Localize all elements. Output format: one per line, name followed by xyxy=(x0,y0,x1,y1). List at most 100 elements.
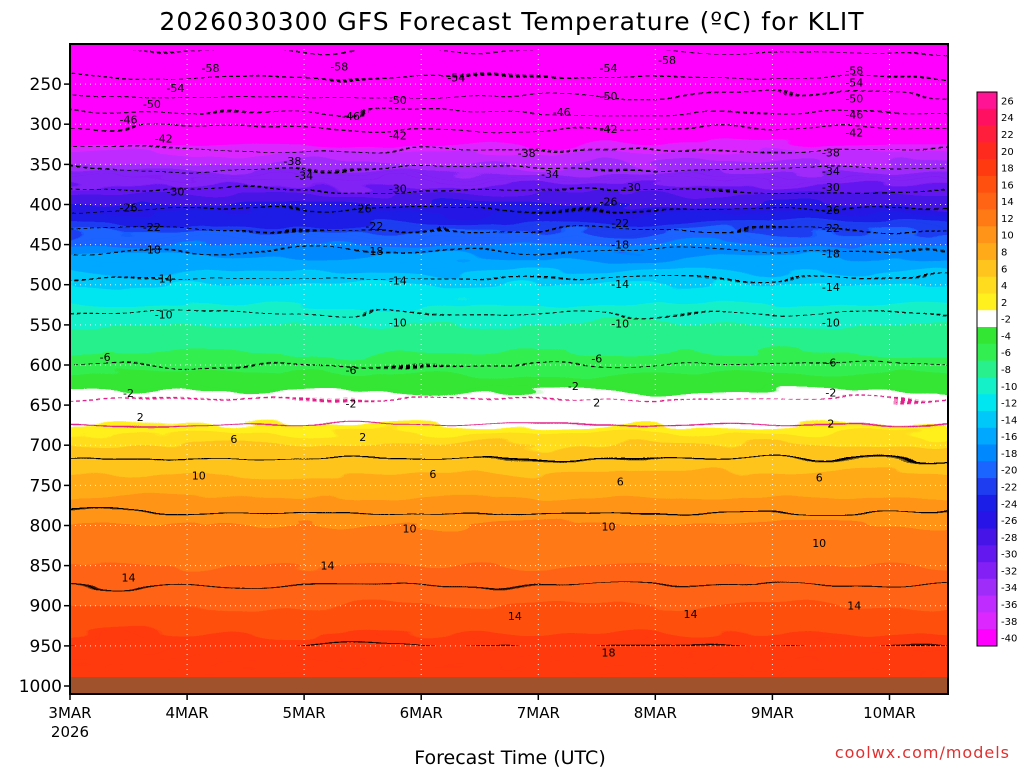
contour-label: -50 xyxy=(389,94,407,107)
field-band xyxy=(70,224,948,230)
grid-lines xyxy=(70,44,948,694)
colorbar-swatch xyxy=(977,360,997,378)
field-band xyxy=(70,525,948,531)
contour-label: 10 xyxy=(192,470,206,483)
contour-label: -46 xyxy=(120,113,138,126)
colorbar-tick-label: 16 xyxy=(1001,180,1014,191)
contour-label: 2 xyxy=(593,397,600,410)
field-band xyxy=(70,348,948,354)
colorbar-tick-label: -36 xyxy=(1001,600,1017,611)
field-band xyxy=(70,661,948,667)
field-band xyxy=(70,296,948,302)
y-tick-label: 650 xyxy=(30,396,62,416)
field-band xyxy=(70,453,948,458)
contour-label: 2 xyxy=(359,431,366,444)
contour-label: -58 xyxy=(658,54,676,67)
contour-label: -42 xyxy=(389,130,407,143)
field-band xyxy=(40,698,978,703)
contour-label: 14 xyxy=(684,608,698,621)
field-band xyxy=(70,437,948,442)
field-band xyxy=(70,637,948,643)
colorbar-swatch xyxy=(977,226,997,244)
contour-label: -26 xyxy=(600,195,618,208)
field-band xyxy=(70,80,948,85)
field-band xyxy=(70,573,948,579)
field-band xyxy=(70,268,948,274)
y-tick-label: 1000 xyxy=(19,677,62,697)
field-band xyxy=(70,336,948,342)
field-band xyxy=(70,284,948,290)
contour-lines xyxy=(70,50,948,647)
field-band xyxy=(70,92,948,97)
y-tick-label: 800 xyxy=(30,517,62,537)
contour-label: -18 xyxy=(365,245,383,258)
colorbar-swatch xyxy=(977,545,997,563)
field-band xyxy=(70,645,948,651)
field-band xyxy=(70,361,948,366)
field-band xyxy=(70,593,948,599)
field-band xyxy=(70,553,948,559)
contour-label: -58 xyxy=(845,65,863,78)
field-band xyxy=(70,517,948,523)
field-band xyxy=(70,533,948,539)
field-band xyxy=(70,244,948,250)
contour-label: 14 xyxy=(321,560,335,573)
plot-area: -58 -58 -58-58-54-54-54-54-50 -50 -50 -50-46-… xyxy=(40,44,978,703)
field-band xyxy=(70,144,948,149)
field-band xyxy=(70,136,948,141)
contour-label: -50 xyxy=(143,98,161,111)
field-band xyxy=(70,272,948,278)
field-band xyxy=(70,220,948,226)
colorbar-tick-label: -10 xyxy=(1001,382,1017,393)
colorbar-tick-label: 18 xyxy=(1001,164,1014,175)
field-band xyxy=(70,377,948,382)
contour-label: 14 xyxy=(508,610,522,623)
colorbar-tick-label: -14 xyxy=(1001,415,1017,426)
colorbar-swatch xyxy=(977,511,997,529)
field-band xyxy=(70,605,948,611)
contour-label: 6 xyxy=(230,433,237,446)
contour-label: -22 xyxy=(611,217,629,230)
colorbar: 26 24 22 20 18 16 14 12 10 8 6 4 2 -2 -4 -6 -8 -10 -12 -14 -… xyxy=(976,91,1017,647)
field-band xyxy=(70,609,948,615)
contour-label: -10 xyxy=(155,308,173,321)
colorbar-swatch xyxy=(977,108,997,127)
field-band xyxy=(70,501,948,506)
field-band xyxy=(70,168,948,173)
colorbar-tick-label: 2 xyxy=(1001,298,1007,309)
field-band xyxy=(70,549,948,555)
colorbar-tick-label: -16 xyxy=(1001,432,1017,443)
contour-label: -26 xyxy=(822,204,840,217)
field-band xyxy=(70,489,948,494)
contour-label: -34 xyxy=(822,165,840,178)
field-band xyxy=(70,68,948,73)
field-band xyxy=(70,433,948,438)
field-band xyxy=(70,140,948,145)
field-band xyxy=(70,300,948,306)
field-band xyxy=(70,276,948,282)
ground-bar xyxy=(70,677,948,694)
field-band xyxy=(70,537,948,543)
contour-label: -42 xyxy=(155,133,173,146)
colorbar-swatch xyxy=(977,276,997,294)
contour-label: -22 xyxy=(365,220,383,233)
contour-label: -42 xyxy=(845,126,863,139)
field-band xyxy=(70,641,948,647)
contour-label: -6 xyxy=(825,357,836,370)
contour-label: 10 xyxy=(812,537,826,550)
field-band xyxy=(70,405,948,410)
field-band xyxy=(70,497,948,502)
x-tick-label: 10MAR xyxy=(863,704,916,722)
field-band xyxy=(70,120,948,125)
colorbar-swatch xyxy=(977,343,997,362)
colorbar-tick-label: -2 xyxy=(1001,315,1011,326)
field-band xyxy=(70,188,948,193)
contour-label: -2 xyxy=(346,398,357,411)
colorbar-swatch xyxy=(977,209,997,227)
contour-label: 6 xyxy=(816,471,823,484)
field-band xyxy=(70,176,948,181)
contour-label: -14 xyxy=(155,272,173,285)
colorbar-tick-label: 20 xyxy=(1001,147,1014,158)
colorbar-swatch xyxy=(977,159,997,177)
colorbar-frame xyxy=(976,91,998,647)
